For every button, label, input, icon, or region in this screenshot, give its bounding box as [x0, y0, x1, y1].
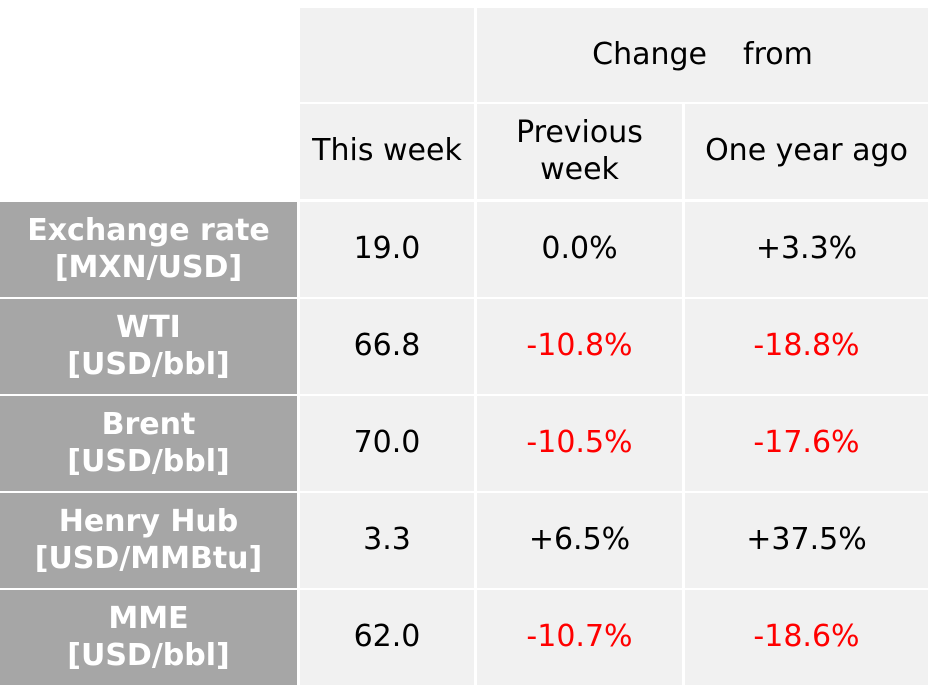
row-unit: [USD/bbl]: [67, 346, 230, 382]
row-name: Exchange rate: [27, 212, 270, 248]
one-year-ago-change: -18.6%: [685, 590, 928, 685]
row-unit: [MXN/USD]: [54, 249, 243, 285]
this-week-value: 66.8: [300, 299, 474, 394]
row-unit: [USD/MMBtu]: [34, 540, 263, 576]
this-week-value: 19.0: [300, 202, 474, 297]
header-one-year-ago: One year ago: [685, 104, 928, 199]
row-header: Brent [USD/bbl]: [0, 396, 297, 491]
header-blank-this-week-top: [300, 8, 474, 102]
previous-week-change: -10.8%: [477, 299, 682, 394]
from-word: from: [743, 36, 813, 72]
row-unit: [USD/bbl]: [67, 637, 230, 673]
one-year-ago-change: +37.5%: [685, 493, 928, 588]
previous-week-change: +6.5%: [477, 493, 682, 588]
header-this-week: This week: [300, 104, 474, 199]
one-year-ago-change: -18.8%: [685, 299, 928, 394]
previous-week-change: 0.0%: [477, 202, 682, 297]
one-year-ago-change: -17.6%: [685, 396, 928, 491]
row-name: Brent: [101, 406, 196, 442]
previous-week-change: -10.5%: [477, 396, 682, 491]
row-header: WTI [USD/bbl]: [0, 299, 297, 394]
row-header: Exchange rate [MXN/USD]: [0, 202, 297, 297]
header-change-from: Change from: [477, 8, 928, 102]
this-week-value: 70.0: [300, 396, 474, 491]
row-header: MME [USD/bbl]: [0, 590, 297, 685]
row-header: Henry Hub [USD/MMBtu]: [0, 493, 297, 588]
row-name: WTI: [116, 309, 181, 345]
this-week-value: 62.0: [300, 590, 474, 685]
row-unit: [USD/bbl]: [67, 443, 230, 479]
header-previous-week: Previous week: [477, 104, 682, 199]
one-year-ago-change: +3.3%: [685, 202, 928, 297]
row-name: MME: [108, 600, 189, 636]
this-week-value: 3.3: [300, 493, 474, 588]
change-word: Change: [592, 36, 708, 72]
previous-week-change: -10.7%: [477, 590, 682, 685]
row-name: Henry Hub: [58, 503, 239, 539]
